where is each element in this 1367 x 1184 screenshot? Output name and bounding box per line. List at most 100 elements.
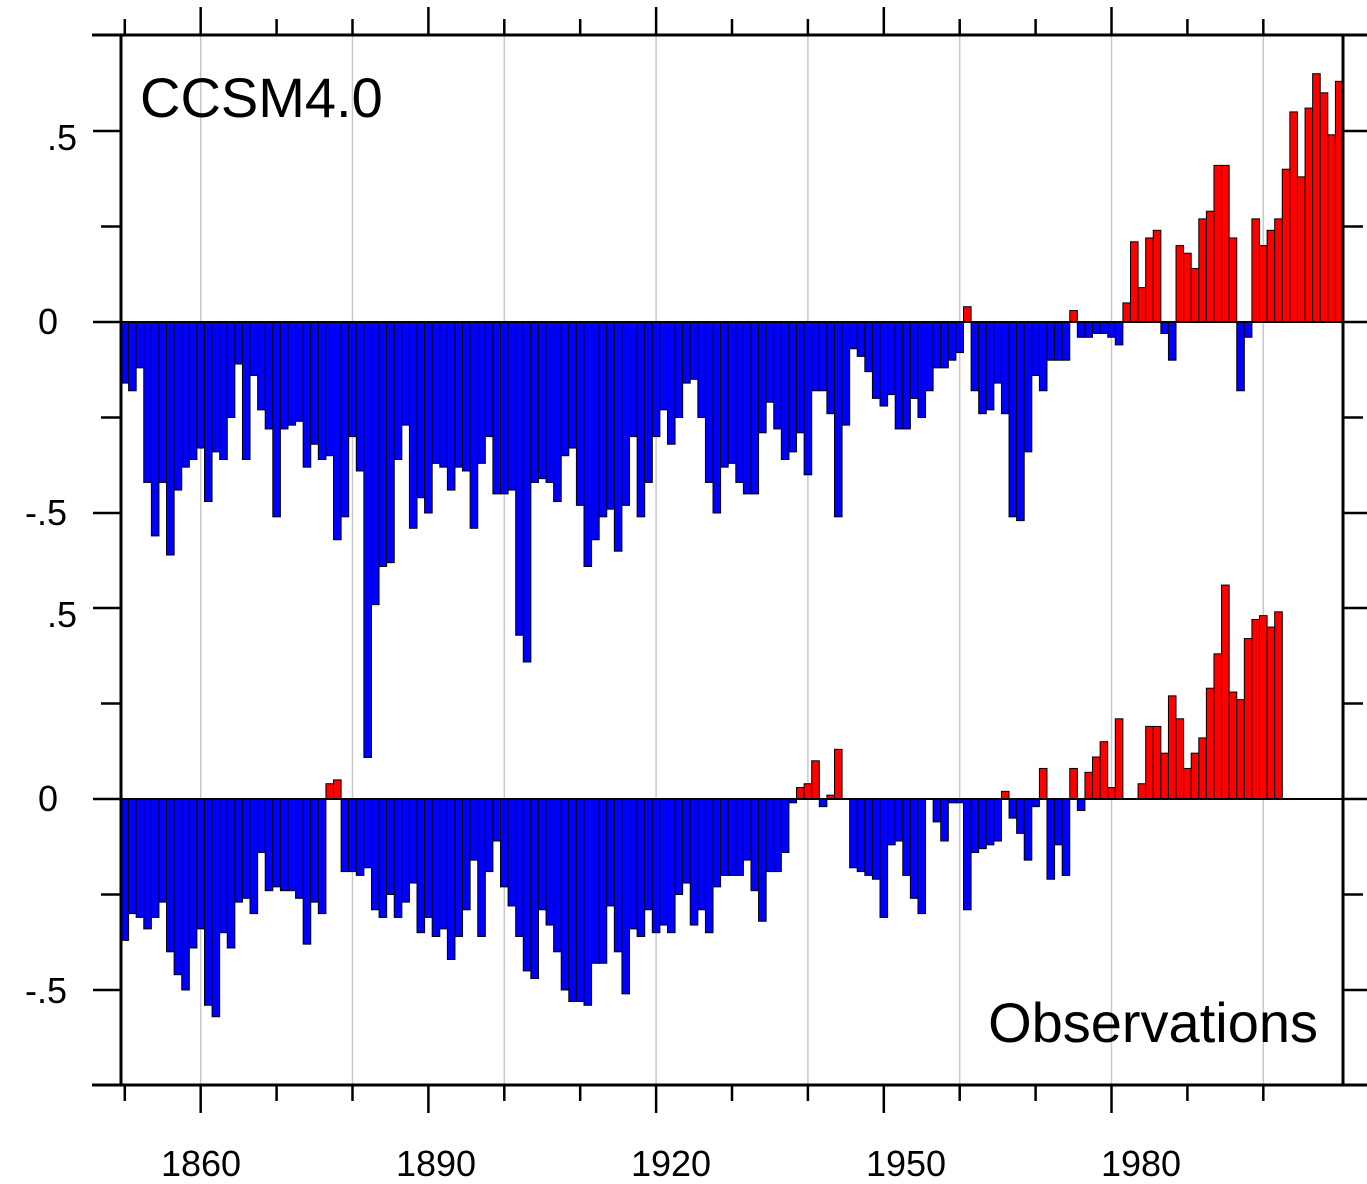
bar <box>302 798 312 945</box>
bar <box>963 798 972 911</box>
bar <box>811 760 820 800</box>
bar <box>530 798 539 980</box>
bar <box>1137 783 1147 800</box>
bar <box>439 798 448 930</box>
bar <box>1038 321 1048 392</box>
bar <box>1296 176 1306 323</box>
bar <box>545 798 555 926</box>
x-tick-label: 1860 <box>161 1143 241 1184</box>
bar <box>348 321 357 438</box>
bar <box>871 798 881 880</box>
bar <box>887 321 896 396</box>
bar <box>871 321 881 399</box>
bar <box>143 321 152 483</box>
bar <box>689 321 699 380</box>
bar <box>651 798 661 934</box>
bar <box>363 798 372 869</box>
bar <box>1016 321 1025 522</box>
bar <box>598 798 608 964</box>
bar <box>1183 252 1192 323</box>
bar <box>408 798 418 884</box>
bar <box>257 321 266 411</box>
bar <box>1023 321 1033 453</box>
bar <box>803 783 813 800</box>
bar <box>462 321 471 472</box>
bar <box>241 321 251 461</box>
bar <box>758 321 767 434</box>
bar <box>955 321 964 354</box>
y-tick-label: -.5 <box>25 970 67 1011</box>
bar <box>909 798 919 899</box>
bar <box>295 798 304 899</box>
bar <box>932 321 942 369</box>
bar <box>462 798 471 911</box>
bar <box>1198 737 1207 800</box>
bar <box>750 798 760 892</box>
bar <box>750 321 760 495</box>
bar <box>1092 321 1101 334</box>
bar <box>606 798 615 907</box>
bar <box>135 321 145 369</box>
bar <box>864 798 873 876</box>
bar <box>249 798 259 915</box>
bar <box>348 798 357 873</box>
bar <box>629 321 638 438</box>
bar <box>727 321 737 464</box>
bar <box>925 321 934 392</box>
bar <box>1000 321 1010 415</box>
bar <box>591 798 600 964</box>
bar <box>515 798 524 938</box>
bar <box>1167 695 1177 800</box>
bar <box>1114 321 1124 346</box>
bar <box>902 798 911 876</box>
bar <box>1312 73 1321 323</box>
bar <box>780 798 790 853</box>
bar <box>636 798 646 938</box>
bar <box>1129 241 1139 323</box>
bar <box>188 798 198 949</box>
bar <box>856 321 866 357</box>
bar <box>697 798 706 911</box>
bar <box>613 321 623 552</box>
bar <box>1069 310 1078 323</box>
bar <box>1213 653 1223 800</box>
bar <box>674 321 684 418</box>
bar <box>355 321 365 472</box>
bar <box>310 321 319 445</box>
bar <box>727 798 737 876</box>
bar <box>1054 321 1063 361</box>
bar <box>1031 321 1040 376</box>
bar <box>1304 107 1314 323</box>
bar <box>553 321 562 503</box>
bar <box>295 321 304 422</box>
bar <box>1023 798 1033 861</box>
bar <box>1274 218 1283 323</box>
bar <box>568 798 577 1002</box>
bar <box>188 321 198 461</box>
bar <box>894 321 904 430</box>
bar <box>317 321 327 461</box>
bar <box>1198 218 1207 323</box>
bar <box>712 321 722 514</box>
bar <box>1205 210 1215 323</box>
bar <box>970 798 980 853</box>
bar <box>1274 611 1283 800</box>
bar <box>735 798 744 876</box>
bar <box>219 321 228 461</box>
bar <box>773 798 782 873</box>
bar <box>1160 321 1169 334</box>
bar <box>568 321 577 449</box>
bar <box>1251 218 1261 323</box>
bar <box>196 798 205 930</box>
bar <box>211 798 221 1018</box>
bar <box>507 321 517 491</box>
bar <box>1137 287 1147 323</box>
bar <box>887 798 896 846</box>
bar <box>1069 767 1078 800</box>
bar <box>333 321 342 541</box>
bar <box>689 798 699 926</box>
bar <box>477 798 486 938</box>
bar <box>454 321 464 468</box>
bar <box>408 321 418 529</box>
